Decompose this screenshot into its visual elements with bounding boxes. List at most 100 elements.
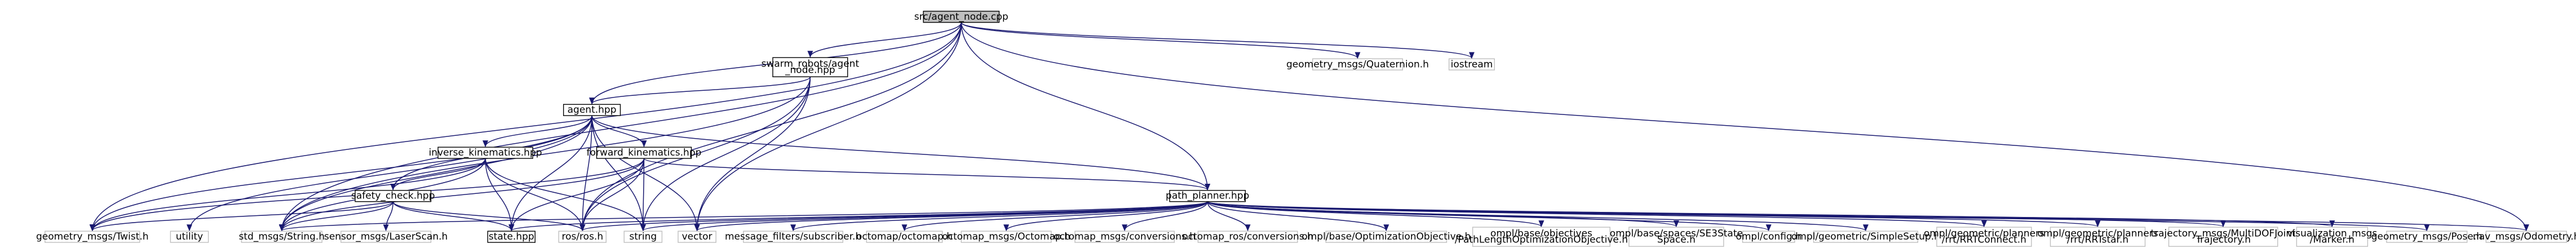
- node-label: Space.h: [1657, 234, 1696, 246]
- node-label: ompl/base/objectives: [1490, 228, 1592, 240]
- edge-agent-hpp-to-string: [591, 116, 646, 232]
- node-ompl-optobj-h: ompl/base/OptimizationObjective.h: [1302, 231, 1471, 243]
- edge-path-planner-hpp-to-msg-filters-h: [790, 201, 1208, 232]
- node-box: [1448, 58, 1495, 70]
- node-pose-h: geometry_msgs/Pose.h: [2371, 231, 2482, 243]
- node-box: [558, 231, 607, 243]
- node-box: [1742, 231, 1795, 243]
- edge-swarm-node-hpp-to-std-string-h: [278, 77, 811, 232]
- node-box: [1628, 227, 1724, 247]
- node-box: [1936, 227, 2032, 247]
- node-box: [1472, 227, 1610, 247]
- node-box: [437, 147, 533, 159]
- node-ompl-rrtconnect-h: ompl/geometric/planners/rrt/RRTConnect.h: [1924, 227, 2044, 247]
- edge-agent-hpp-to-state-hpp: [508, 116, 592, 232]
- edge-agent-hpp-to-path-planner-hpp: [591, 115, 1211, 191]
- node-state-hpp[interactable]: state.hpp: [487, 231, 535, 243]
- node-label: ompl/geometric/planners: [2037, 228, 2158, 240]
- edge-agent-node-cpp-to-ros-h: [579, 22, 962, 232]
- node-ompl-rrtstar-h: ompl/geometric/planners/rrt/RRTstar.h: [2037, 227, 2158, 247]
- node-box: [487, 231, 535, 243]
- node-label: /rrt/RRTConnect.h: [1942, 234, 2026, 246]
- node-box: [2386, 231, 2468, 243]
- node-box: [772, 57, 848, 77]
- node-std-string-h: std_msgs/String.h: [239, 231, 325, 243]
- edge-agent-node-cpp-to-odometry-h: [961, 22, 2529, 232]
- edge-agent-node-cpp-to-quaternion-h: [961, 22, 1361, 59]
- edge-swarm-node-hpp-to-string: [640, 77, 811, 232]
- node-box: [563, 104, 621, 116]
- edge-swarm-node-hpp-to-vector: [694, 77, 811, 232]
- node-label: ompl/base/OptimizationObjective.h: [1302, 231, 1471, 242]
- edge-safety-check-hpp-to-ros-h: [392, 201, 586, 232]
- edge-path-planner-hpp-to-octomap-msgs-h: [1003, 201, 1208, 232]
- node-label: string: [629, 231, 657, 242]
- edge-path-planner-hpp-to-ompl-optobj-h: [1207, 201, 1389, 232]
- node-box: [2050, 227, 2146, 247]
- edge-path-planner-hpp-to-octomap-ros-conv-h: [1207, 201, 1251, 232]
- node-forward-kin-hpp[interactable]: forward_kinematics.hpp: [587, 147, 702, 159]
- edge-forward-kin-hpp-to-state-hpp: [508, 158, 645, 232]
- node-box: [1325, 231, 1448, 243]
- node-octomap-h: octomap/octomap.h: [856, 231, 953, 243]
- node-swarm-node-hpp[interactable]: swarm_robots/agent_node.hpp: [762, 57, 860, 77]
- edge-agent-hpp-to-utility: [187, 116, 592, 232]
- dependency-edges: [89, 22, 2529, 232]
- edge-inverse-kin-hpp-to-ros-h: [485, 158, 586, 232]
- edge-agent-node-cpp-to-std-string-h: [278, 22, 962, 232]
- node-label: octomap_msgs/Octomap.h: [942, 231, 1070, 242]
- node-ompl-config-h: ompl/config.h: [1736, 231, 1802, 243]
- node-label: nav_msgs/Odometry.h: [2473, 231, 2576, 242]
- edge-path-planner-hpp-to-state-hpp: [508, 201, 1208, 232]
- node-vector: vector: [678, 231, 716, 243]
- node-box: [596, 147, 692, 159]
- node-iostream: iostream: [1448, 58, 1495, 70]
- node-label: geometry_msgs/Quaternion.h: [1286, 59, 1429, 70]
- edge-inverse-kin-hpp-to-string: [485, 158, 646, 232]
- edge-safety-check-hpp-to-laserscan-h: [383, 201, 394, 232]
- edge-forward-kin-hpp-to-ros-h: [579, 158, 645, 232]
- node-box: [961, 231, 1052, 243]
- edge-agent-hpp-to-forward-kin-hpp: [591, 115, 647, 148]
- node-viz-marker-h: visualization_msgs/Marker.h: [2287, 227, 2377, 247]
- edge-path-planner-hpp-to-vector: [694, 201, 1208, 232]
- node-label: octomap/octomap.h: [856, 231, 953, 242]
- node-inverse-kin-hpp[interactable]: inverse_kinematics.hpp: [429, 147, 542, 159]
- edge-path-planner-hpp-to-std-string-h: [279, 201, 1208, 232]
- node-traj-msgs-h: trajectory_msgs/MultiDOFJointTrajectory.…: [2150, 227, 2296, 247]
- node-agent-node-cpp[interactable]: src/agent_node.cpp: [914, 11, 1008, 23]
- node-label: /Marker.h: [2310, 234, 2354, 246]
- edge-inverse-kin-hpp-to-state-hpp: [485, 158, 515, 232]
- node-box: [1312, 58, 1403, 70]
- node-box: [340, 231, 432, 243]
- edge-agent-node-cpp-to-iostream: [961, 22, 1475, 59]
- edge-agent-node-cpp-to-vector: [694, 22, 962, 232]
- node-label: sensor_msgs/LaserScan.h: [324, 231, 448, 242]
- node-ompl-simplesetup-h: ompl/geometric/SimpleSetup.h: [1791, 231, 1940, 243]
- node-label: Trajectory.h: [2195, 234, 2251, 246]
- node-box: [355, 190, 432, 202]
- node-box: [241, 231, 322, 243]
- node-label: geometry_msgs/Pose.h: [2371, 231, 2482, 242]
- edge-path-planner-hpp-to-ompl-pathlen-h: [1207, 201, 1544, 228]
- edge-forward-kin-hpp-to-path-planner-hpp: [643, 158, 1210, 191]
- node-utility: utility: [170, 231, 209, 243]
- node-octomap-conv-h: octomap_msgs/conversions.h: [1054, 231, 1196, 243]
- node-agent-hpp[interactable]: agent.hpp: [563, 104, 621, 116]
- node-box: [743, 231, 844, 243]
- node-box: [1074, 231, 1175, 243]
- edge-path-planner-hpp-to-ompl-simplesetup-h: [1207, 201, 1869, 232]
- node-label: /rrt/RRTstar.h: [2067, 234, 2128, 246]
- edge-safety-check-hpp-to-state-hpp: [392, 201, 515, 232]
- node-path-planner-hpp[interactable]: path_planner.hpp: [1166, 190, 1249, 202]
- node-label: ompl/geometric/SimpleSetup.h: [1791, 231, 1940, 242]
- edge-inverse-kin-hpp-to-safety-check-hpp: [390, 158, 486, 191]
- dependency-nodes: src/agent_node.cpp swarm_robots/agent_nod…: [36, 11, 2576, 247]
- node-laserscan-h: sensor_msgs/LaserScan.h: [324, 231, 448, 243]
- node-label: state.hpp: [489, 231, 534, 242]
- edge-path-planner-hpp-to-octomap-conv-h: [1122, 201, 1208, 232]
- node-label: /PathLengthOptimizationObjective.h: [1455, 234, 1628, 246]
- node-safety-check-hpp[interactable]: safety_check.hpp: [351, 190, 435, 202]
- node-ros-h: ros/ros.h: [558, 231, 607, 243]
- edge-inverse-kin-hpp-to-twist-h: [89, 158, 486, 232]
